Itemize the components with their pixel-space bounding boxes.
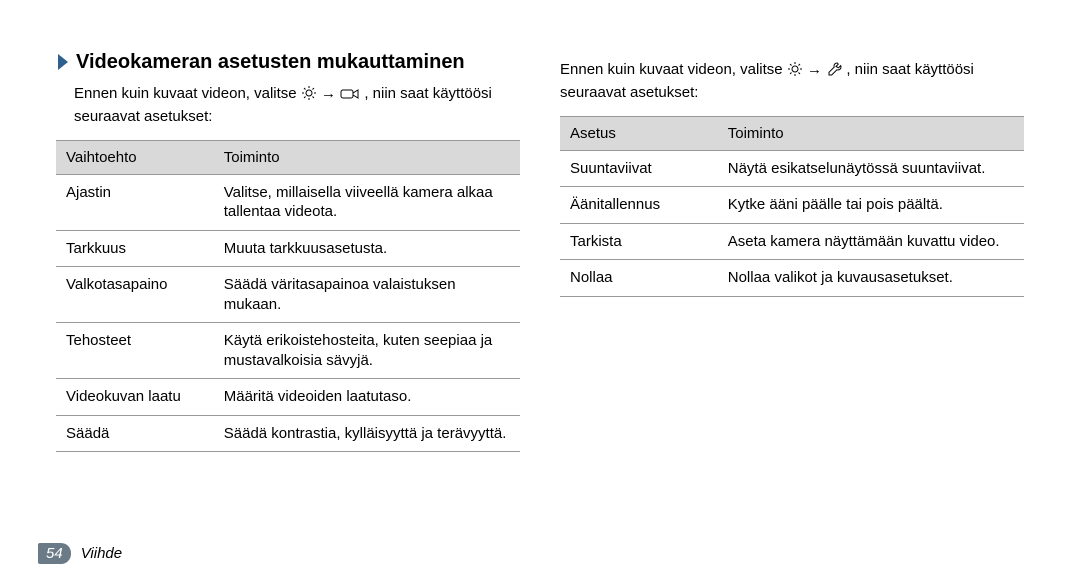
cell-function: Aseta kamera näyttämään kuvattu video. [718, 223, 1024, 260]
table-row: ValkotasapainoSäädä väritasapainoa valai… [56, 267, 520, 323]
cell-function: Nollaa valikot ja kuvausasetukset. [718, 260, 1024, 297]
left-intro-text: Ennen kuin kuvaat videon, valitse → , ni… [74, 84, 520, 128]
table-row: TehosteetKäytä erikoistehosteita, kuten … [56, 323, 520, 379]
table-row: ÄänitallennusKytke ääni päälle tai pois … [560, 187, 1024, 224]
intro-arrow: → [321, 85, 336, 102]
gear-icon [301, 85, 317, 107]
cell-function: Muuta tarkkuusasetusta. [214, 230, 520, 267]
two-column-layout: Videokameran asetusten mukauttaminen Enn… [56, 50, 1024, 452]
page-number: 54 [38, 543, 71, 564]
cell-setting: Nollaa [560, 260, 718, 297]
right-table: Asetus Toiminto SuuntaviivatNäytä esikat… [560, 116, 1024, 297]
videocamera-icon [340, 87, 360, 107]
chevron-icon [56, 52, 70, 72]
intro-arrow: → [807, 61, 822, 78]
header-function: Toiminto [718, 116, 1024, 150]
table-row: SuuntaviivatNäytä esikatselunäytössä suu… [560, 150, 1024, 187]
cell-setting: Suuntaviivat [560, 150, 718, 187]
table-row: Videokuvan laatuMääritä videoiden laatut… [56, 379, 520, 416]
table-row: SäädäSäädä kontrastia, kylläisyyttä ja t… [56, 415, 520, 452]
table-header-row: Asetus Toiminto [560, 116, 1024, 150]
cell-setting: Äänitallennus [560, 187, 718, 224]
header-setting: Asetus [560, 116, 718, 150]
left-column: Videokameran asetusten mukauttaminen Enn… [56, 50, 520, 452]
section-title-row: Videokameran asetusten mukauttaminen [56, 50, 520, 74]
right-column: Ennen kuin kuvaat videon, valitse → , ni… [560, 50, 1024, 452]
cell-option: Ajastin [56, 174, 214, 230]
header-function: Toiminto [214, 140, 520, 174]
footer-section-name: Viihde [81, 545, 122, 562]
table-row: TarkkuusMuuta tarkkuusasetusta. [56, 230, 520, 267]
intro-part1: Ennen kuin kuvaat videon, valitse [560, 61, 787, 78]
gear-icon [787, 61, 803, 83]
header-option: Vaihtoehto [56, 140, 214, 174]
cell-option: Valkotasapaino [56, 267, 214, 323]
section-title: Videokameran asetusten mukauttaminen [76, 50, 465, 74]
cell-function: Valitse, millaisella viiveellä kamera al… [214, 174, 520, 230]
table-row: TarkistaAseta kamera näyttämään kuvattu … [560, 223, 1024, 260]
cell-option: Tehosteet [56, 323, 214, 379]
table-row: NollaaNollaa valikot ja kuvausasetukset. [560, 260, 1024, 297]
page: Videokameran asetusten mukauttaminen Enn… [0, 0, 1080, 586]
wrench-icon [826, 61, 842, 83]
cell-option: Videokuvan laatu [56, 379, 214, 416]
cell-function: Määritä videoiden laatutaso. [214, 379, 520, 416]
intro-part1: Ennen kuin kuvaat videon, valitse [74, 85, 301, 102]
cell-function: Käytä erikoistehosteita, kuten seepiaa j… [214, 323, 520, 379]
cell-function: Näytä esikatselunäytössä suuntaviivat. [718, 150, 1024, 187]
cell-option: Säädä [56, 415, 214, 452]
right-intro-text: Ennen kuin kuvaat videon, valitse → , ni… [560, 60, 1024, 104]
cell-function: Kytke ääni päälle tai pois päältä. [718, 187, 1024, 224]
cell-option: Tarkkuus [56, 230, 214, 267]
cell-function: Säädä kontrastia, kylläisyyttä ja terävy… [214, 415, 520, 452]
cell-setting: Tarkista [560, 223, 718, 260]
table-header-row: Vaihtoehto Toiminto [56, 140, 520, 174]
cell-function: Säädä väritasapainoa valaistuksen mukaan… [214, 267, 520, 323]
page-footer: 54 Viihde [38, 543, 122, 564]
table-row: AjastinValitse, millaisella viiveellä ka… [56, 174, 520, 230]
left-table: Vaihtoehto Toiminto AjastinValitse, mill… [56, 140, 520, 453]
